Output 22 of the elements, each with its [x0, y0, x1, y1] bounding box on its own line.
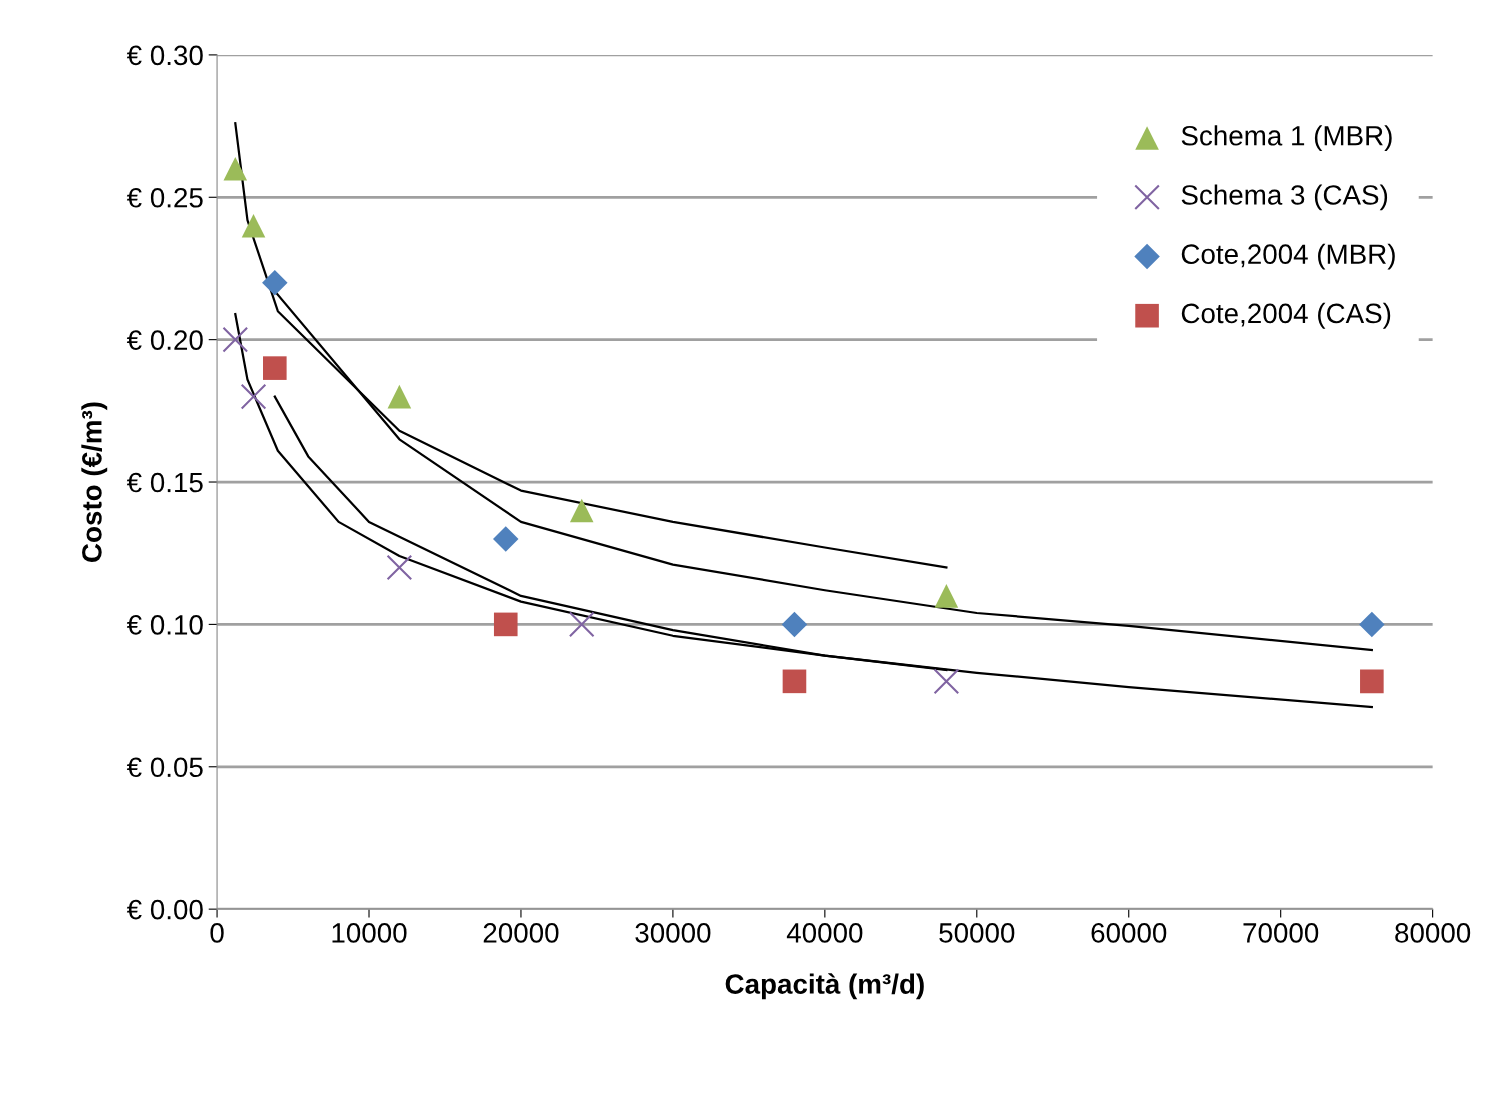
y-tick-label: € 0.00 — [126, 899, 203, 920]
x-tick-label: 50000 — [939, 923, 1015, 943]
y-tick-label: € 0.30 — [126, 45, 203, 66]
y-axis-title: Costo (€/m³) — [81, 402, 108, 562]
y-tick-label: € 0.10 — [126, 615, 203, 635]
y-tick-label: € 0.20 — [126, 330, 203, 350]
legend-label: Schema 1 (MBR) — [1181, 125, 1392, 152]
legend-label: Cote,2004 (CAS) — [1181, 302, 1391, 329]
x-axis-title: Capacità (m³/d) — [725, 973, 924, 1000]
legend-label: Cote,2004 (MBR) — [1181, 243, 1395, 270]
y-tick-label: € 0.15 — [126, 472, 203, 493]
x-tick-label: 10000 — [332, 923, 407, 943]
x-tick-label: 30000 — [635, 923, 711, 943]
y-tick-label: € 0.05 — [126, 757, 203, 778]
x-tick-label: 70000 — [1243, 923, 1319, 943]
y-tick-label: € 0.25 — [126, 187, 203, 208]
x-tick-label: 40000 — [786, 923, 863, 943]
x-tick-label: 60000 — [1091, 923, 1167, 943]
x-tick-label: 80000 — [1395, 923, 1471, 943]
x-tick-label: 0 — [210, 923, 224, 943]
x-tick-label: 20000 — [483, 923, 559, 943]
legend-label: Schema 3 (CAS) — [1181, 184, 1388, 211]
